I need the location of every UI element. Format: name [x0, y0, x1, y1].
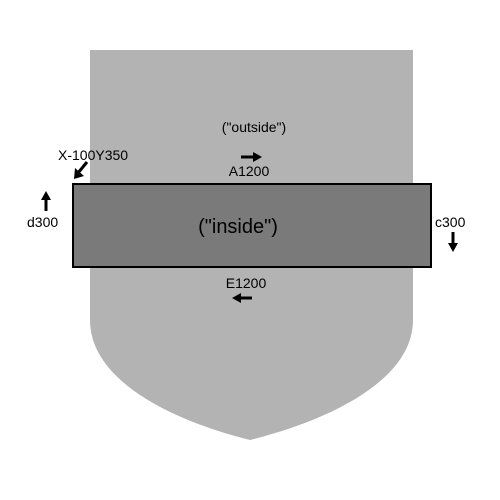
inside-rectangle	[72, 183, 432, 268]
right-edge-label: c300	[435, 214, 466, 230]
left-arrow-icon	[232, 293, 252, 303]
up-arrow-icon	[41, 191, 51, 211]
start-point-label: X-100Y350	[58, 147, 128, 163]
top-edge-label: A1200	[229, 163, 270, 179]
right-arrow-icon	[241, 152, 262, 162]
down-arrow-icon	[448, 232, 458, 252]
outside-label: ("outside")	[222, 119, 286, 135]
diagonal-down-left-arrow-icon	[74, 161, 89, 179]
left-edge-label: d300	[27, 214, 58, 230]
bottom-edge-label: E1200	[226, 275, 267, 291]
inside-label: ("inside")	[198, 216, 278, 238]
